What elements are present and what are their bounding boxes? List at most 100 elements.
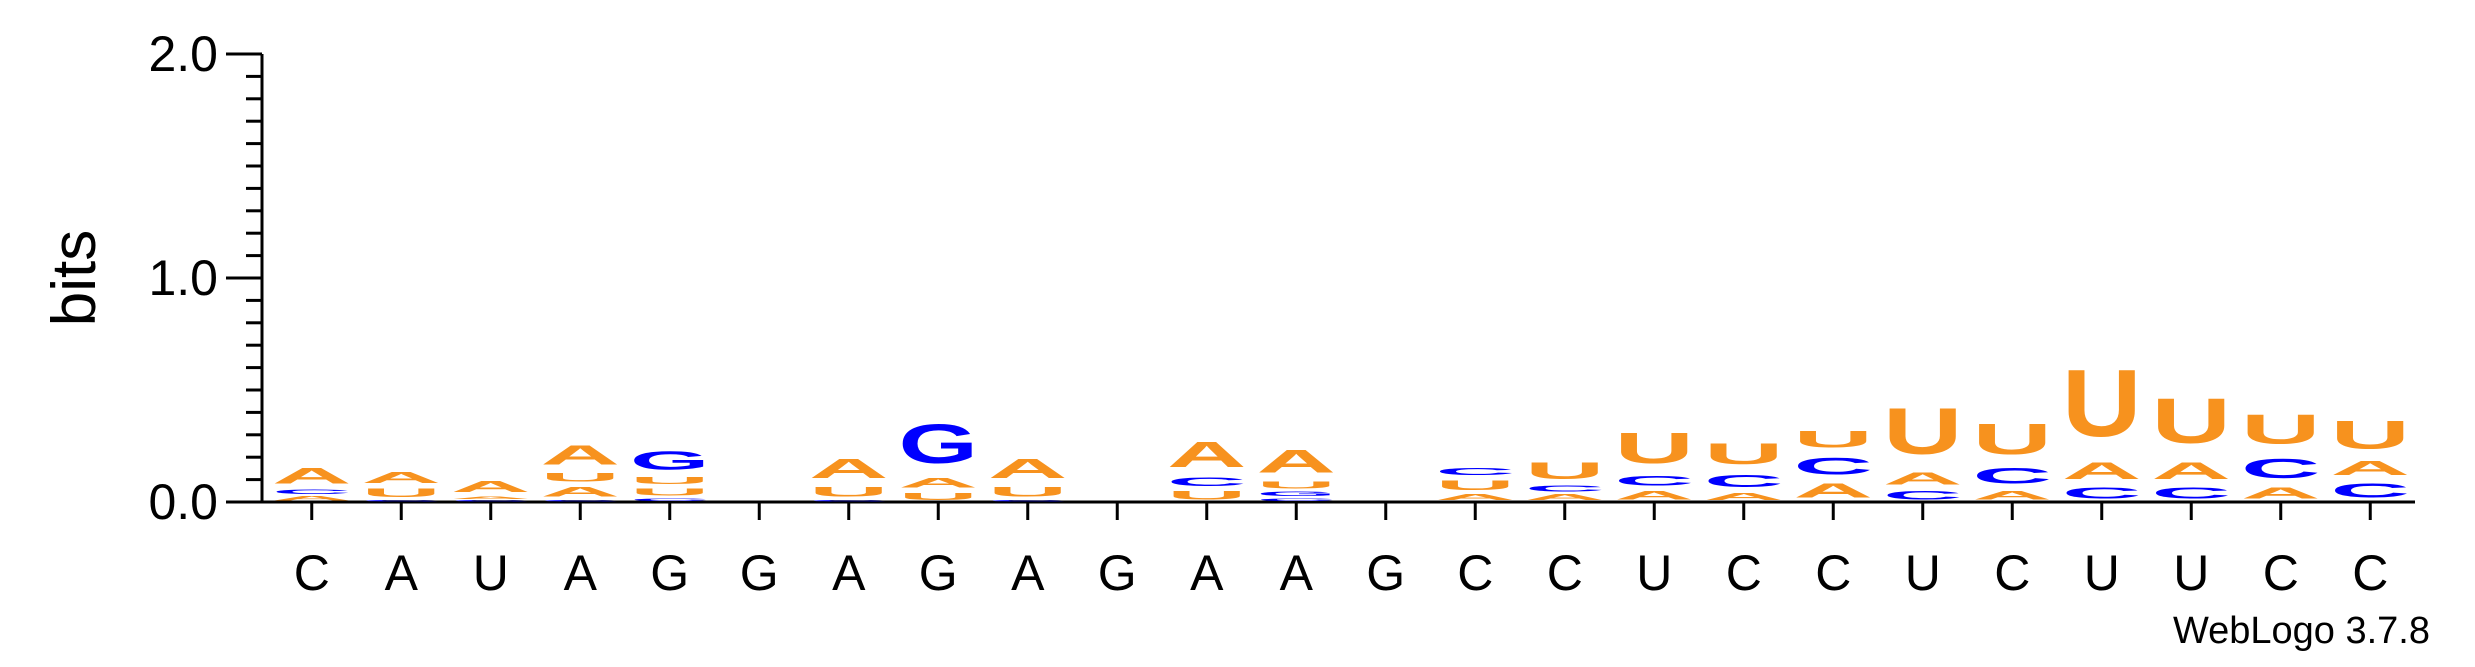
- logo-letter-glyph: C: [2152, 484, 2231, 502]
- logo-letter-C: C: [451, 500, 530, 502]
- logo-letter-glyph: C: [1257, 497, 1336, 502]
- logo-letter-glyph: U: [1257, 480, 1337, 491]
- logo-letter-glyph: U: [1436, 477, 1516, 493]
- logo-letter-glyph: U: [630, 475, 710, 486]
- logo-letter-A: A: [451, 495, 530, 500]
- position-label: C: [2263, 545, 2299, 601]
- logo-letter-glyph: G: [1257, 491, 1336, 498]
- logo-letter-glyph: U: [899, 491, 979, 502]
- logo-letter-A: A: [451, 477, 530, 495]
- logo-letter-G: G: [630, 446, 709, 475]
- logo-letter-glyph: C: [2241, 453, 2320, 484]
- logo-letter-glyph: A: [1794, 479, 1874, 501]
- logo-letter-glyph: A: [1167, 435, 1246, 475]
- logo-letter-U: U: [1704, 437, 1783, 470]
- logo-letter-A: A: [1615, 488, 1694, 501]
- position-label: A: [832, 545, 866, 601]
- logo-letter-A: A: [1167, 435, 1246, 475]
- logo-letter-C: C: [630, 497, 709, 502]
- logo-letter-C: C: [1167, 475, 1246, 488]
- logo-letter-glyph: A: [2241, 484, 2320, 502]
- logo-letter-glyph: A: [362, 468, 441, 486]
- logo-letter-A: A: [988, 453, 1067, 484]
- logo-letter-U: U: [899, 491, 979, 502]
- logo-letter-G: G: [899, 413, 978, 476]
- axes: 0.0 1.0 2.0: [148, 26, 2415, 530]
- logo-letter-glyph: U: [1615, 423, 1694, 472]
- logo-letter-A: A: [1436, 493, 1515, 502]
- position-label: C: [1815, 545, 1851, 601]
- y-tick-label: 2.0: [148, 26, 218, 82]
- logo-letter-glyph: U: [2062, 350, 2141, 457]
- logo-letter-glyph: A: [809, 453, 888, 484]
- logo-letter-U: U: [1794, 426, 1873, 453]
- position-label: G: [1098, 545, 1137, 601]
- logo-letter-U: U: [2062, 350, 2141, 457]
- logo-letter-A: A: [272, 495, 351, 502]
- logo-letter-glyph: C: [362, 500, 441, 502]
- logo-letter-U: U: [809, 484, 889, 500]
- position-label: C: [1457, 545, 1493, 601]
- logo-letter-U: U: [2152, 386, 2231, 458]
- y-tick-label: 1.0: [148, 250, 218, 306]
- logo-letter-glyph: U: [988, 484, 1068, 500]
- logo-letter-U: U: [2331, 412, 2410, 457]
- letter-stacks: ACACUACAACAUACUUGCUAUAGCUAUCACGUAAUCACUA…: [272, 350, 2410, 502]
- logo-letter-U: U: [1525, 457, 1604, 484]
- position-label: G: [1366, 545, 1405, 601]
- position-label: A: [1280, 545, 1314, 601]
- logo-letter-glyph: A: [272, 495, 351, 502]
- logo-letter-glyph: A: [1973, 488, 2052, 501]
- logo-letter-glyph: A: [541, 484, 621, 500]
- logo-letter-C: C: [1794, 453, 1873, 480]
- logo-letter-C: C: [362, 500, 441, 502]
- logo-letter-A: A: [541, 484, 621, 500]
- logo-letter-glyph: C: [2062, 484, 2141, 502]
- logo-letter-U: U: [630, 486, 710, 497]
- logo-letter-U: U: [988, 484, 1068, 500]
- logo-letter-C: C: [2241, 453, 2320, 484]
- logo-letter-glyph: U: [1167, 488, 1246, 501]
- position-label: C: [1547, 545, 1583, 601]
- position-label: U: [1905, 545, 1941, 601]
- logo-letter-glyph: C: [630, 497, 709, 502]
- logo-letter-glyph: U: [1525, 457, 1604, 484]
- weblogo-credit: WebLogo 3.7.8: [2173, 610, 2430, 652]
- logo-letter-glyph: A: [1615, 488, 1694, 501]
- logo-letter-glyph: C: [1794, 453, 1873, 480]
- logo-letter-C: C: [1704, 471, 1783, 491]
- logo-letter-U: U: [630, 475, 710, 486]
- logo-letter-C: C: [541, 500, 620, 502]
- logo-letter-glyph: A: [1257, 444, 1336, 480]
- logo-letter-A: A: [1883, 468, 1962, 488]
- logo-letter-glyph: C: [451, 500, 530, 502]
- logo-letter-C: C: [1973, 464, 2052, 489]
- logo-letter-A: A: [2062, 457, 2141, 484]
- logo-letter-U: U: [1167, 488, 1246, 501]
- logo-letter-U: U: [1615, 423, 1694, 472]
- position-label: U: [2173, 545, 2209, 601]
- logo-letter-glyph: A: [1436, 493, 1515, 502]
- logo-letter-glyph: A: [988, 453, 1067, 484]
- logo-letter-glyph: U: [1883, 395, 1963, 468]
- logo-letter-glyph: G: [899, 413, 978, 476]
- logo-letter-A: A: [2241, 484, 2320, 502]
- logo-letter-A: A: [1257, 444, 1336, 480]
- y-axis-title: bits: [40, 230, 109, 326]
- logo-letter-C: C: [1883, 488, 1962, 501]
- logo-letter-U: U: [541, 471, 620, 484]
- logo-letter-glyph: A: [2062, 457, 2141, 484]
- position-label: U: [1636, 545, 1672, 601]
- logo-letter-glyph: C: [2331, 479, 2411, 501]
- y-tick-label: 0.0: [148, 474, 218, 530]
- logo-letter-C: C: [272, 488, 351, 495]
- logo-letter-U: U: [1883, 395, 1963, 468]
- logo-letter-glyph: C: [1436, 466, 1516, 477]
- position-label: C: [294, 545, 330, 601]
- logo-letter-C: C: [2152, 484, 2231, 502]
- logo-letter-A: A: [1973, 488, 2052, 501]
- logo-letter-C: C: [1257, 497, 1336, 502]
- logo-letter-A: A: [2331, 457, 2411, 479]
- logo-letter-glyph: U: [2241, 406, 2320, 453]
